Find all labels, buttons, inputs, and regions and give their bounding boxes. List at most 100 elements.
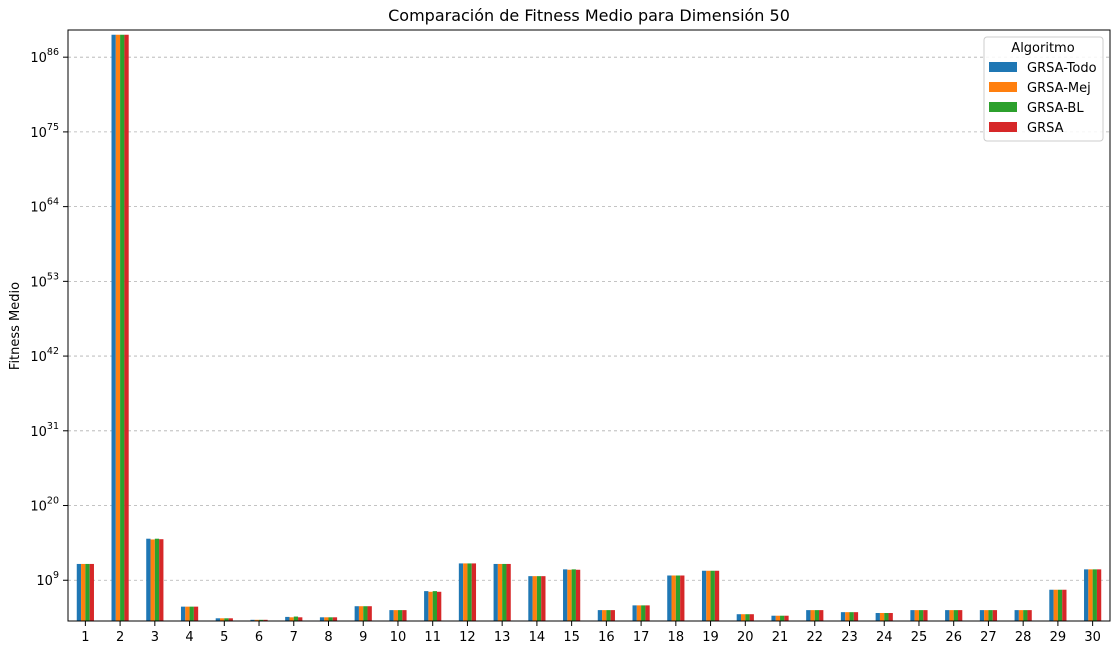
bar-GRSA-BL-5 xyxy=(224,618,229,621)
plot-background xyxy=(68,30,1110,621)
bar-GRSA-Todo-24 xyxy=(875,613,880,621)
bar-GRSA-Todo-2 xyxy=(111,34,116,622)
legend-swatch-GRSA-BL xyxy=(989,102,1017,112)
x-tick-label: 21 xyxy=(772,630,789,645)
bar-GRSA-Todo-4 xyxy=(180,606,186,621)
bars xyxy=(76,34,1102,622)
bar-GRSA-Todo-3 xyxy=(146,538,151,621)
x-tick-label: 11 xyxy=(424,630,441,645)
bar-GRSA-Mej-13 xyxy=(497,563,503,621)
bar-GRSA-BL-29 xyxy=(1057,589,1063,621)
bar-GRSA-Mej-14 xyxy=(532,576,537,621)
bar-GRSA-BL-9 xyxy=(363,606,368,621)
bar-GRSA-Mej-18 xyxy=(671,575,676,621)
bar-GRSA-Todo-30 xyxy=(1084,569,1089,621)
x-tick-label: 1 xyxy=(81,630,89,645)
bar-GRSA-9 xyxy=(367,606,372,621)
x-tick-label: 13 xyxy=(494,630,511,645)
plot-frame xyxy=(67,29,1111,622)
y-tick-label: 1064 xyxy=(30,197,59,216)
legend-title: Algoritmo xyxy=(1011,41,1074,56)
bar-GRSA-30 xyxy=(1096,569,1102,621)
x-tick-label: 29 xyxy=(1050,630,1067,645)
x-tick-label: 7 xyxy=(290,630,298,645)
bar-GRSA-Todo-28 xyxy=(1014,610,1019,621)
bar-GRSA-BL-6 xyxy=(259,619,264,621)
bar-GRSA-BL-2 xyxy=(120,34,125,622)
y-axis-label: Fitness Medio xyxy=(8,282,23,370)
bar-GRSA-Mej-3 xyxy=(150,539,155,621)
bar-GRSA-BL-15 xyxy=(571,569,576,621)
bar-GRSA-BL-8 xyxy=(328,617,333,621)
bar-GRSA-Mej-27 xyxy=(984,610,989,621)
bar-GRSA-Todo-20 xyxy=(736,614,741,621)
bar-GRSA-Mej-16 xyxy=(602,610,607,621)
y-tick-label: 1042 xyxy=(30,346,59,365)
bar-GRSA-Todo-29 xyxy=(1049,589,1054,621)
x-tick-label: 3 xyxy=(151,630,159,645)
bar-GRSA-Todo-21 xyxy=(771,615,776,621)
x-tick-label: 15 xyxy=(563,630,580,645)
bar-GRSA-23 xyxy=(853,612,859,621)
bar-GRSA-Todo-25 xyxy=(910,610,915,621)
bar-GRSA-Mej-10 xyxy=(393,610,398,621)
bar-GRSA-Mej-4 xyxy=(185,606,190,621)
bar-GRSA-Mej-7 xyxy=(289,617,294,621)
x-tick-label: 5 xyxy=(220,630,228,645)
bar-GRSA-Todo-26 xyxy=(945,610,950,621)
bar-GRSA-BL-25 xyxy=(918,610,924,621)
bar-GRSA-Todo-9 xyxy=(354,606,359,621)
x-tick-label: 8 xyxy=(324,630,332,645)
bar-GRSA-Todo-14 xyxy=(528,576,533,621)
bar-GRSA-Mej-23 xyxy=(845,612,850,621)
x-axis: 1 2 3 4 5 6 7 8 9 10 11 12 13 14 15 16 17 18 19 20 21 22 23 24 2… xyxy=(81,621,1101,645)
bar-GRSA-Mej-25 xyxy=(914,610,919,621)
y-tick-label: 109 xyxy=(36,570,59,589)
x-tick-label: 23 xyxy=(841,630,858,645)
bar-GRSA-Mej-6 xyxy=(254,619,260,621)
bar-GRSA-Mej-22 xyxy=(810,610,815,621)
bar-GRSA-BL-22 xyxy=(814,610,820,621)
bar-GRSA-12 xyxy=(471,563,477,621)
x-tick-label: 18 xyxy=(668,630,685,645)
x-tick-label: 26 xyxy=(945,630,962,645)
x-tick-label: 16 xyxy=(598,630,615,645)
bar-GRSA-19 xyxy=(714,570,720,621)
bar-GRSA-Mej-12 xyxy=(463,563,468,621)
x-tick-label: 12 xyxy=(459,630,476,645)
bar-GRSA-Todo-8 xyxy=(319,617,325,621)
bar-GRSA-Todo-1 xyxy=(76,563,82,621)
y-tick-label: 1075 xyxy=(30,122,59,141)
x-tick-label: 25 xyxy=(911,630,928,645)
legend-label-GRSA-Todo: GRSA-Todo xyxy=(1027,61,1097,76)
bar-GRSA-Mej-1 xyxy=(81,563,86,621)
bar-GRSA-BL-3 xyxy=(154,538,160,621)
bar-GRSA-8 xyxy=(332,617,338,621)
legend-swatch-GRSA xyxy=(989,122,1017,132)
y-tick-label: 1031 xyxy=(30,421,59,440)
bar-GRSA-BL-12 xyxy=(467,563,472,621)
y-tick-label: 1053 xyxy=(30,271,59,290)
bar-GRSA-5 xyxy=(228,618,233,621)
bar-GRSA-Todo-23 xyxy=(840,612,846,621)
x-tick-label: 30 xyxy=(1084,630,1101,645)
bar-GRSA-4 xyxy=(193,606,199,621)
bar-GRSA-Mej-30 xyxy=(1088,569,1093,621)
bar-GRSA-Mej-5 xyxy=(220,618,225,621)
bar-GRSA-11 xyxy=(437,591,442,621)
x-tick-label: 19 xyxy=(702,630,719,645)
x-tick-label: 17 xyxy=(633,630,650,645)
bar-GRSA-28 xyxy=(1027,610,1032,621)
bar-GRSA-26 xyxy=(958,610,963,621)
bar-GRSA-14 xyxy=(541,576,546,621)
bar-GRSA-Mej-15 xyxy=(567,569,572,621)
y-axis: 109 1020 1031 1042 1053 1064 1075 1086 xyxy=(30,47,68,589)
bar-GRSA-BL-27 xyxy=(988,610,993,621)
bar-GRSA-Mej-9 xyxy=(358,606,364,621)
y-tick-label: 1086 xyxy=(30,47,59,66)
bar-GRSA-Mej-28 xyxy=(1018,610,1024,621)
x-tick-label: 4 xyxy=(185,630,193,645)
bar-GRSA-Mej-19 xyxy=(706,570,711,621)
bar-GRSA-BL-30 xyxy=(1092,569,1097,621)
